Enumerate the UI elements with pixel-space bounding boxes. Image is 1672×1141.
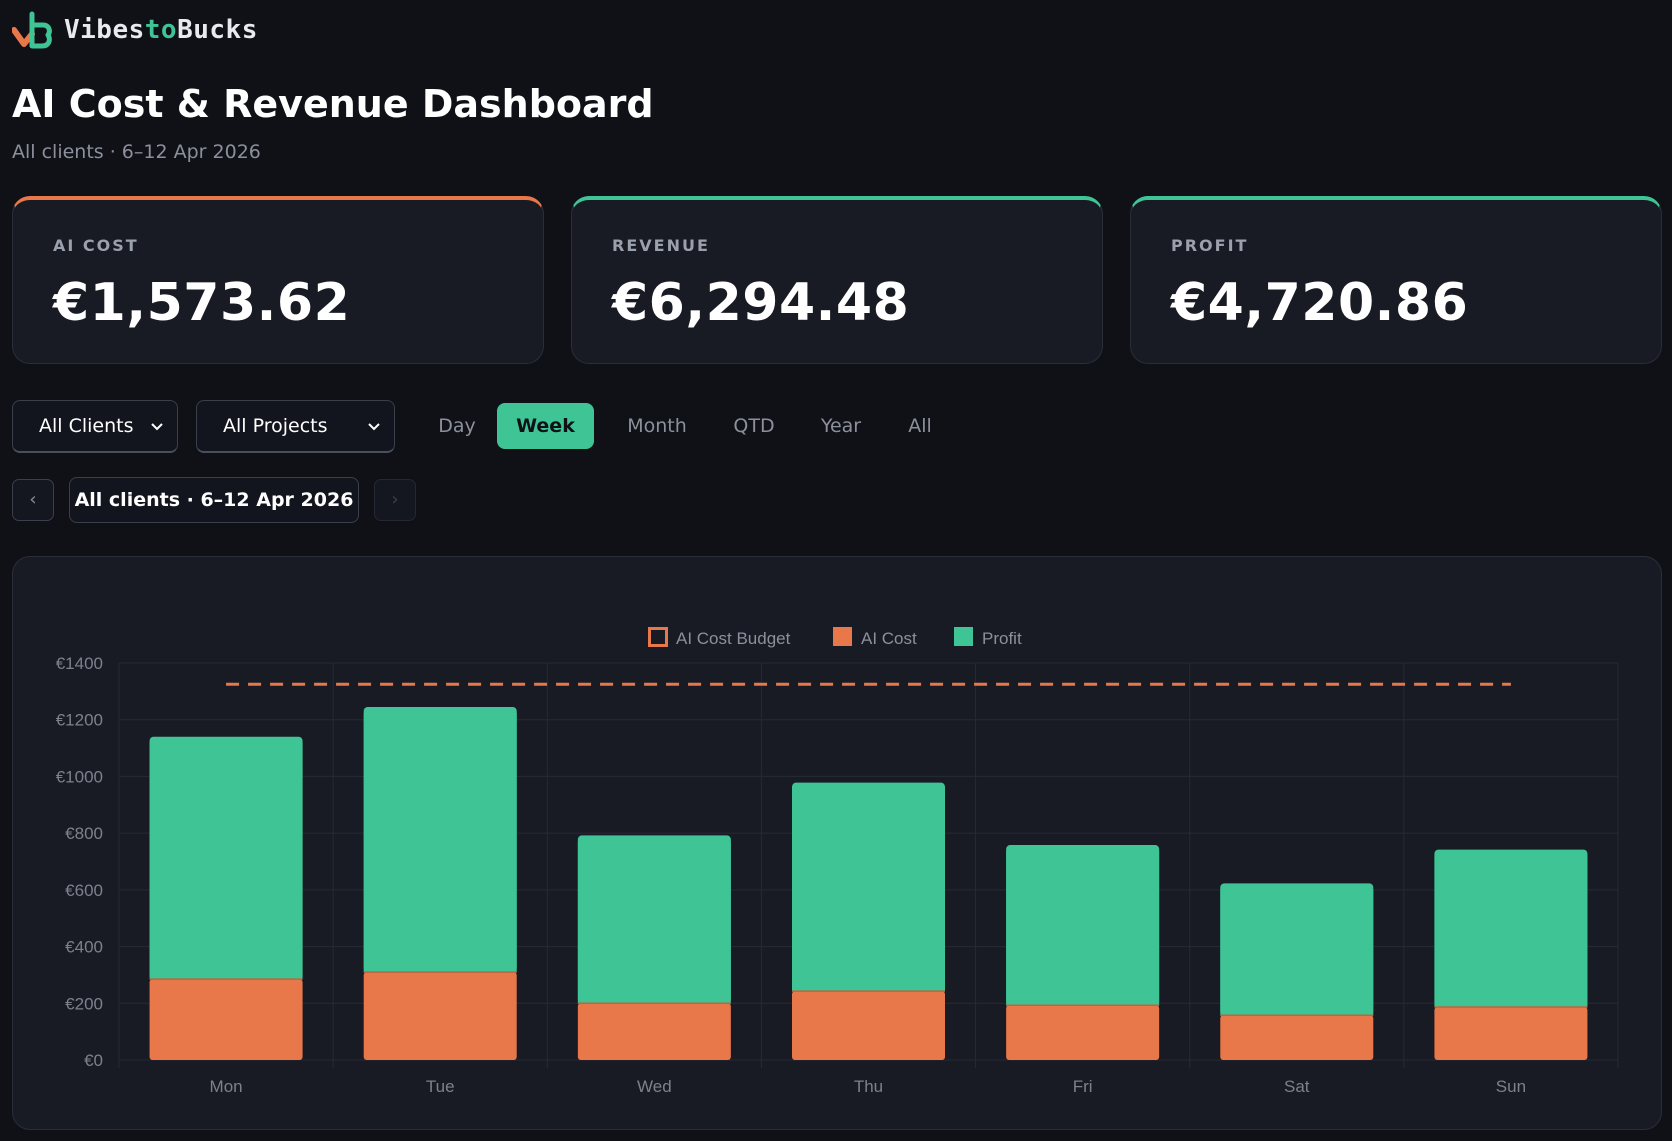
vb-logo-icon [12,11,52,49]
legend-swatch-budget [648,627,668,647]
y-tick-label: €0 [84,1051,103,1070]
y-tick-label: €1000 [56,767,103,786]
card-label: AI COST [53,236,139,255]
x-tick-label: Tue [426,1077,455,1096]
profit-bar-fill [792,788,945,992]
ai-cost-bar [792,991,945,1060]
card-label: REVENUE [612,236,710,255]
x-tick-label: Fri [1073,1077,1093,1096]
ai-cost-bar [1220,1015,1374,1060]
x-tick-label: Wed [637,1077,672,1096]
next-period-button[interactable]: › [374,479,416,521]
y-tick-label: €600 [65,881,103,900]
period-month[interactable]: Month [627,415,687,437]
brand-name: VibestoBucks [64,15,258,45]
ai-cost-bar [363,972,517,1060]
profit-bar-fill [1006,851,1160,1006]
y-tick-label: €800 [65,824,103,843]
period-day[interactable]: Day [438,415,476,437]
project-select[interactable]: All Projects [196,400,395,453]
ai-cost-bar [149,979,303,1060]
y-tick-label: €1200 [56,711,103,730]
filter-bar: All Clients All Projects Day Week Month … [12,400,1212,454]
card-value: €1,573.62 [53,273,351,333]
x-tick-label: Mon [210,1077,243,1096]
y-tick-label: €1400 [56,654,103,673]
chevron-down-icon [368,423,380,431]
revenue-card: REVENUE €6,294.48 [571,196,1103,364]
period-qtd[interactable]: QTD [733,415,775,437]
date-range-label: All clients · 6–12 Apr 2026 [69,477,359,523]
x-tick-label: Sun [1496,1077,1526,1096]
profit-bar-fill [149,742,303,980]
x-tick-label: Sat [1284,1077,1310,1096]
period-all[interactable]: All [908,415,932,437]
profit-bar-fill [1434,855,1588,1007]
legend-swatch-ai-cost [833,627,852,646]
ai-cost-card: AI COST €1,573.62 [12,196,544,364]
profit-card: PROFIT €4,720.86 [1130,196,1662,364]
y-tick-label: €400 [65,938,103,957]
ai-cost-bar [1006,1005,1160,1060]
client-select-value: All Clients [39,415,134,437]
period-year[interactable]: Year [820,415,862,437]
legend-item-profit: Profit [982,629,1022,648]
client-select[interactable]: All Clients [12,400,178,453]
legend-swatch-profit [954,627,973,646]
page-subtitle: All clients · 6–12 Apr 2026 [12,141,261,163]
prev-period-button[interactable]: ‹ [12,479,54,521]
date-navigation: ‹ All clients · 6–12 Apr 2026 › [12,477,432,523]
brand[interactable]: VibestoBucks [12,10,258,50]
profit-bar-fill [577,841,731,1004]
summary-cards: AI COST €1,573.62 REVENUE €6,294.48 PROF… [12,196,1662,364]
chevron-down-icon [151,423,163,431]
cost-profit-chart: €0 €200 €400 €600 €800 €1000 €1200 €1400 Mon Tue W… [56,627,1619,1096]
period-week[interactable]: Week [497,403,594,449]
card-label: PROFIT [1171,236,1249,255]
legend-item-budget: AI Cost Budget [676,629,791,648]
profit-bar-fill [363,712,517,973]
legend-item-ai-cost: AI Cost [861,629,917,648]
y-tick-label: €200 [65,994,103,1013]
ai-cost-bar [1434,1006,1588,1060]
profit-bar-fill [1220,889,1374,1016]
ai-cost-bar [577,1003,731,1060]
chevron-right-icon: › [391,489,399,510]
card-value: €4,720.86 [1171,273,1469,333]
card-value: €6,294.48 [612,273,910,333]
page-title: AI Cost & Revenue Dashboard [12,82,654,126]
x-tick-label: Thu [854,1077,883,1096]
chevron-left-icon: ‹ [29,489,37,510]
project-select-value: All Projects [223,415,328,437]
chart-panel: €0 €200 €400 €600 €800 €1000 €1200 €1400 Mon Tue W… [12,556,1662,1130]
